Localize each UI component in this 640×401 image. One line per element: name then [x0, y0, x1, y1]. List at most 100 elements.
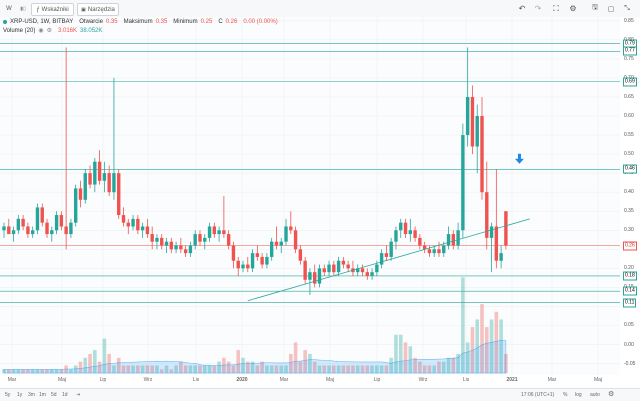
time-tick-label: Mar [279, 377, 289, 383]
log-toggle[interactable]: log [575, 392, 582, 398]
high-value: 0.35 [155, 19, 168, 25]
volume-bar [437, 361, 441, 374]
candle-body [446, 234, 451, 246]
indicators-button[interactable]: ƒ Wskaźniki [31, 3, 74, 16]
candle-body [54, 215, 59, 231]
tools-button[interactable]: ▣ Narzędzia [77, 3, 119, 16]
chart-plot-area[interactable] [0, 17, 620, 375]
percent-toggle[interactable]: % [563, 392, 568, 398]
indicators-label: Wskaźniki [41, 6, 69, 13]
volume-bar [384, 365, 389, 374]
candle-body [408, 230, 412, 235]
low-value: 0.25 [200, 19, 213, 25]
volume-bar [312, 361, 317, 374]
price-axis[interactable] [620, 17, 640, 375]
volume-bar [159, 369, 164, 374]
symbol-name: XRP-USD, 1W, BITBAY [10, 19, 74, 25]
close-value: 0.26 [225, 19, 238, 25]
candle-body [293, 230, 298, 250]
volume-bar [336, 365, 341, 374]
volume-bar [6, 369, 11, 374]
fullscreen-icon[interactable]: ⛶ [553, 3, 559, 13]
symbol-dot-icon [3, 20, 7, 24]
volume-bar [73, 365, 78, 374]
price-tick-label: 0.00 [624, 341, 634, 348]
candlestick-chart[interactable] [0, 17, 620, 375]
volume-bar [298, 361, 303, 374]
interval-button[interactable]: W [6, 5, 12, 12]
price-tick-label: 0.65 [624, 93, 634, 100]
candle-body [179, 245, 183, 250]
volume-bar [489, 319, 494, 374]
volume-bar [217, 361, 221, 374]
volume-bar [379, 365, 384, 374]
tools-label: Narzędzia [87, 6, 115, 13]
low-label: Minimum [173, 19, 198, 25]
volume-bar [456, 353, 460, 374]
snapshot-icon[interactable]: ▢ [607, 5, 615, 13]
settings-gear-icon[interactable]: ⚙ [569, 4, 577, 13]
auto-toggle[interactable]: auto [590, 392, 600, 398]
volume-bar [480, 304, 484, 374]
price-tick-label: 0.75 [624, 55, 634, 62]
candle-body [485, 192, 489, 238]
volume-bar [231, 365, 236, 374]
range-5y[interactable]: 5y [5, 392, 11, 398]
range-5d[interactable]: 5d [51, 392, 57, 398]
volume-bar [308, 353, 312, 374]
tools-icon: ▣ [81, 6, 86, 13]
volume-bar [116, 357, 121, 374]
candle-body [308, 272, 312, 280]
candle-body [203, 237, 207, 242]
visibility-eye-icon[interactable]: ◉ [38, 28, 44, 34]
candle-body [155, 237, 159, 242]
volume-settings-icon[interactable]: ⚙ [46, 28, 52, 34]
candle-body [370, 272, 374, 276]
candle-body [418, 237, 422, 246]
price-tick-label: 0.20 [624, 265, 634, 272]
axis-settings-icon[interactable]: ⚙ [608, 391, 615, 398]
range-3m[interactable]: 3m [28, 392, 35, 398]
candle-body [26, 226, 30, 235]
symbol-legend: XRP-USD, 1W, BITBAY Otwarcie 0.35 Maksim… [3, 19, 278, 25]
volume-bar [284, 365, 288, 374]
open-label: Otwarcie [79, 19, 103, 25]
price-level-badge: 0.46 [623, 164, 637, 174]
candle-body [255, 253, 260, 257]
candle-body [327, 264, 331, 273]
candle-body [40, 207, 44, 223]
candle-body [284, 226, 288, 242]
volume-legend: Volume (20) ◉ ⚙ 3.016K 38.052K [3, 27, 102, 35]
bar-style-button[interactable]: ▮▯ [20, 5, 26, 12]
redo-icon[interactable]: ↷ [534, 4, 542, 13]
candle-body [384, 253, 389, 257]
collapse-icon[interactable]: ⤡ [624, 4, 630, 12]
date-range-icon[interactable]: ⇥ [76, 392, 81, 398]
volume-bar [403, 342, 408, 374]
range-1m[interactable]: 1m [39, 392, 46, 398]
volume-bar [121, 365, 126, 374]
candle-body [389, 241, 393, 257]
volume-bar [418, 361, 422, 374]
volume-bar [441, 361, 446, 374]
undo-icon[interactable]: ↶ [518, 4, 526, 13]
volume-bar [465, 342, 470, 374]
volume-value-1: 3.016K [58, 27, 78, 34]
range-1d[interactable]: 1d [62, 392, 68, 398]
range-1y[interactable]: 1y [17, 392, 23, 398]
candle-body [475, 116, 479, 147]
candle-body [365, 272, 369, 276]
candle-body [174, 245, 178, 250]
volume-ma-area [3, 339, 507, 374]
candle-body [379, 253, 384, 265]
volume-bar [164, 365, 169, 374]
candle-body [504, 211, 508, 246]
volume-bar [193, 365, 197, 374]
time-tick-label: Wrz [143, 377, 153, 383]
volume-bar [484, 327, 489, 374]
candle-body [427, 249, 432, 254]
candle-body [30, 230, 35, 235]
save-icon[interactable]: 🖫 [592, 4, 598, 11]
open-value: 0.35 [105, 19, 118, 25]
candle-body [59, 215, 64, 227]
